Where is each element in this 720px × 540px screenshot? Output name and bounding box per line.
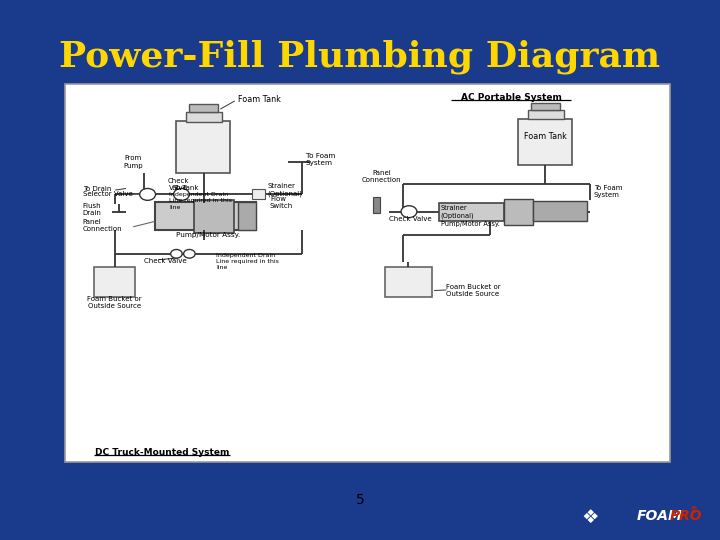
Bar: [65, 84, 670, 462]
Circle shape: [171, 249, 182, 258]
Text: ®: ®: [690, 507, 698, 515]
Text: DC Truck-Mounted System: DC Truck-Mounted System: [95, 448, 229, 457]
Bar: [531, 103, 560, 110]
Bar: [155, 202, 256, 230]
Text: Panel
Connection: Panel Connection: [361, 170, 402, 183]
Bar: [518, 119, 572, 165]
Text: Foam Bucket or
Outside Source: Foam Bucket or Outside Source: [87, 296, 142, 309]
Text: To Foam
System: To Foam System: [306, 152, 336, 166]
Circle shape: [174, 188, 189, 200]
Bar: [385, 267, 432, 297]
Text: FOAM: FOAM: [637, 509, 683, 523]
Bar: [439, 202, 504, 221]
Circle shape: [140, 188, 156, 200]
Text: To Drain: To Drain: [83, 186, 111, 192]
Bar: [252, 189, 265, 199]
Text: Independent Drain
Line required in this
line: Independent Drain Line required in this …: [169, 192, 232, 210]
Text: Check Valve: Check Valve: [389, 216, 431, 222]
Bar: [504, 199, 533, 225]
Text: AC Portable System: AC Portable System: [461, 93, 562, 102]
Circle shape: [401, 206, 417, 218]
Text: 5: 5: [356, 492, 364, 507]
Bar: [373, 197, 380, 213]
Text: PRO: PRO: [670, 509, 702, 523]
Text: Panel
Connection: Panel Connection: [83, 219, 122, 232]
Bar: [94, 267, 135, 297]
Bar: [533, 201, 587, 221]
Text: Strainer
(Optional): Strainer (Optional): [268, 183, 303, 197]
Text: Foam Tank: Foam Tank: [523, 132, 567, 140]
Bar: [528, 110, 564, 119]
Text: Independent Drain
Line required in this
line: Independent Drain Line required in this …: [216, 253, 279, 270]
Text: Strainer
(Optional)
Pump/Motor Assy.: Strainer (Optional) Pump/Motor Assy.: [441, 205, 500, 227]
Text: Power-Fill Plumbing Diagram: Power-Fill Plumbing Diagram: [60, 39, 660, 74]
Bar: [238, 202, 256, 230]
Text: Foam Bucket or
Outside Source: Foam Bucket or Outside Source: [446, 284, 501, 297]
Text: Pump/Motor Assy.: Pump/Motor Assy.: [176, 232, 240, 238]
Bar: [189, 104, 218, 112]
Text: To Tank: To Tank: [173, 185, 198, 191]
Text: Flush
Drain: Flush Drain: [83, 202, 102, 216]
Text: Foam Tank: Foam Tank: [238, 96, 281, 104]
Text: ❖: ❖: [582, 508, 599, 527]
Text: Check
Valve: Check Valve: [168, 178, 189, 192]
Text: Flow
Switch: Flow Switch: [270, 195, 293, 209]
Circle shape: [184, 249, 195, 258]
Bar: [176, 122, 230, 173]
Text: Selector Valve: Selector Valve: [83, 191, 132, 198]
Text: From
Pump: From Pump: [123, 156, 143, 168]
Bar: [186, 112, 222, 122]
Text: Check Valve: Check Valve: [144, 258, 186, 264]
Bar: [194, 200, 234, 233]
Text: To Foam
System: To Foam System: [594, 185, 623, 198]
